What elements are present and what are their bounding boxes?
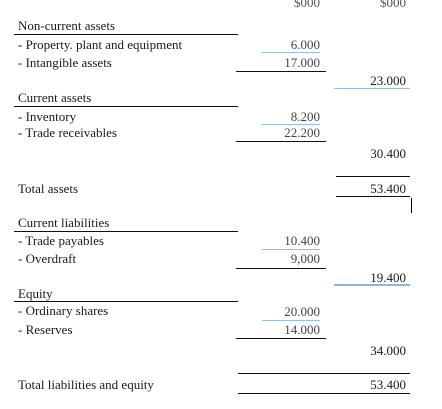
- section-divider: [14, 231, 238, 232]
- underline: [262, 52, 320, 53]
- underline: [262, 320, 320, 321]
- trade-receivables-value: 22.200: [284, 125, 320, 140]
- section-divider: [14, 301, 238, 302]
- reserves-label: - Reserves: [18, 322, 73, 337]
- trade-payables-value: 10.400: [284, 233, 320, 248]
- ppe-label: - Property. plant and equipment: [18, 37, 183, 52]
- trade-receivables-label: - Trade receivables: [18, 125, 117, 140]
- current-liabilities-total: 19.400: [370, 270, 406, 285]
- inventory-value: 8.200: [290, 109, 320, 124]
- overdraft-label: - Overdraft: [18, 251, 77, 266]
- non-current-assets-total: 23.000: [370, 73, 406, 88]
- total-line: [238, 393, 410, 394]
- text-cursor: [411, 198, 412, 213]
- trade-payables-label: - Trade payables: [18, 233, 104, 248]
- total-assets-value: 53.400: [370, 181, 406, 196]
- ordinary-shares-value: 20.000: [284, 304, 320, 319]
- intangible-assets-label: - Intangible assets: [18, 55, 112, 70]
- current-assets-title: Current assets: [18, 90, 92, 105]
- total-line: [336, 176, 410, 177]
- section-divider: [14, 106, 238, 107]
- total-assets-label: Total assets: [18, 181, 79, 196]
- current-liabilities-title: Current liabilities: [18, 215, 110, 230]
- ppe-value: 6.000: [290, 37, 320, 52]
- total-liabilities-equity-value: 53.400: [370, 377, 406, 392]
- underline: [334, 88, 410, 89]
- non-current-assets-title: Non-current assets: [18, 18, 116, 33]
- subtotal-line: [236, 71, 326, 72]
- ordinary-shares-label: - Ordinary shares: [18, 303, 109, 318]
- underline: [262, 249, 320, 250]
- underline: [262, 124, 320, 125]
- subtotal-line: [236, 141, 326, 142]
- overdraft-value: 9,000: [290, 251, 320, 266]
- equity-title: Equity: [18, 286, 53, 301]
- column-header-1: $000: [294, 0, 320, 10]
- section-divider: [14, 34, 238, 35]
- total-line: [238, 373, 410, 374]
- current-assets-total: 30.400: [370, 146, 406, 161]
- total-liabilities-equity-label: Total liabilities and equity: [18, 377, 154, 392]
- intangible-assets-value: 17.000: [284, 55, 320, 70]
- equity-total: 34.000: [370, 343, 406, 358]
- reserves-value: 14.000: [284, 322, 320, 337]
- total-line: [336, 196, 410, 197]
- inventory-label: - Inventory: [18, 109, 77, 124]
- subtotal-line: [236, 338, 326, 339]
- subtotal-line: [236, 268, 326, 269]
- column-header-2: $000: [380, 0, 406, 10]
- underline: [334, 284, 410, 286]
